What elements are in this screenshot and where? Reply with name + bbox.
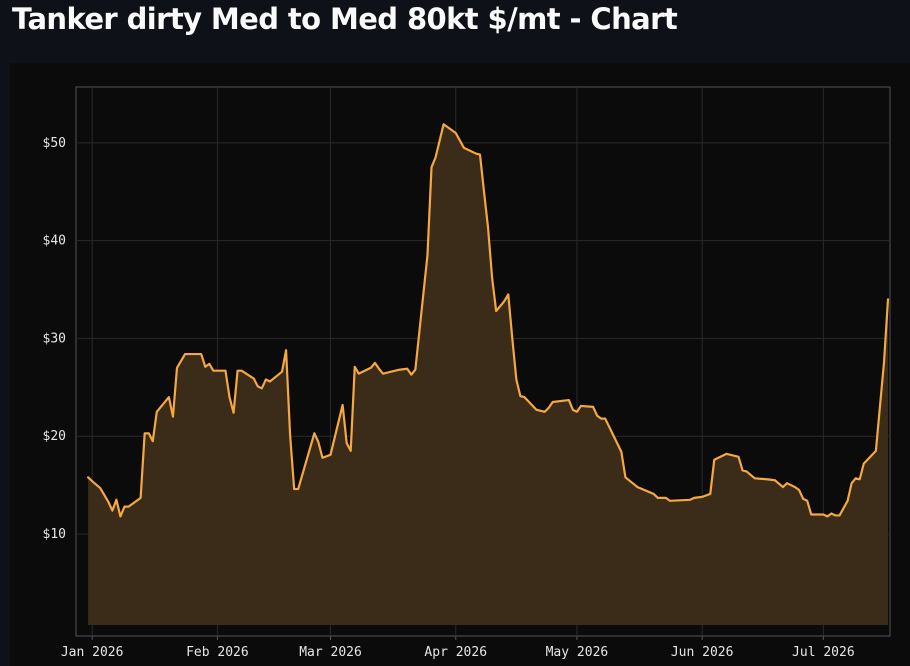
y-tick-label: $10 xyxy=(43,527,66,542)
y-tick-label: $20 xyxy=(43,429,66,444)
x-tick-label: Mar 2026 xyxy=(299,645,362,660)
y-tick-label: $30 xyxy=(43,331,66,346)
plot-frame xyxy=(75,86,891,637)
page-title: Tanker dirty Med to Med 80kt $/mt - Char… xyxy=(12,2,678,36)
x-tick-label: Jan 2026 xyxy=(61,645,124,660)
x-tick-label: May 2026 xyxy=(546,645,609,660)
x-tick-label: Jul 2026 xyxy=(792,645,855,660)
y-tick-label: $50 xyxy=(43,136,66,151)
x-tick-label: Jun 2026 xyxy=(671,645,734,660)
price-chart: $10 $20 $30 $40 $50 Jan 2026 Feb 2026 Mar 2026 A… xyxy=(43,86,891,660)
series-line xyxy=(87,123,890,518)
axis-layer: $10 $20 $30 $40 $50 Jan 2026 Feb 2026 Mar 2026 A… xyxy=(43,136,855,660)
x-tick-label: Apr 2026 xyxy=(424,645,487,660)
y-tick-label: $40 xyxy=(43,234,66,249)
x-tick-label: Feb 2026 xyxy=(186,645,249,660)
series-layer xyxy=(87,123,890,626)
series-area xyxy=(88,124,889,626)
chart-panel: $10 $20 $30 $40 $50 Jan 2026 Feb 2026 Mar 2026 A… xyxy=(10,63,910,666)
